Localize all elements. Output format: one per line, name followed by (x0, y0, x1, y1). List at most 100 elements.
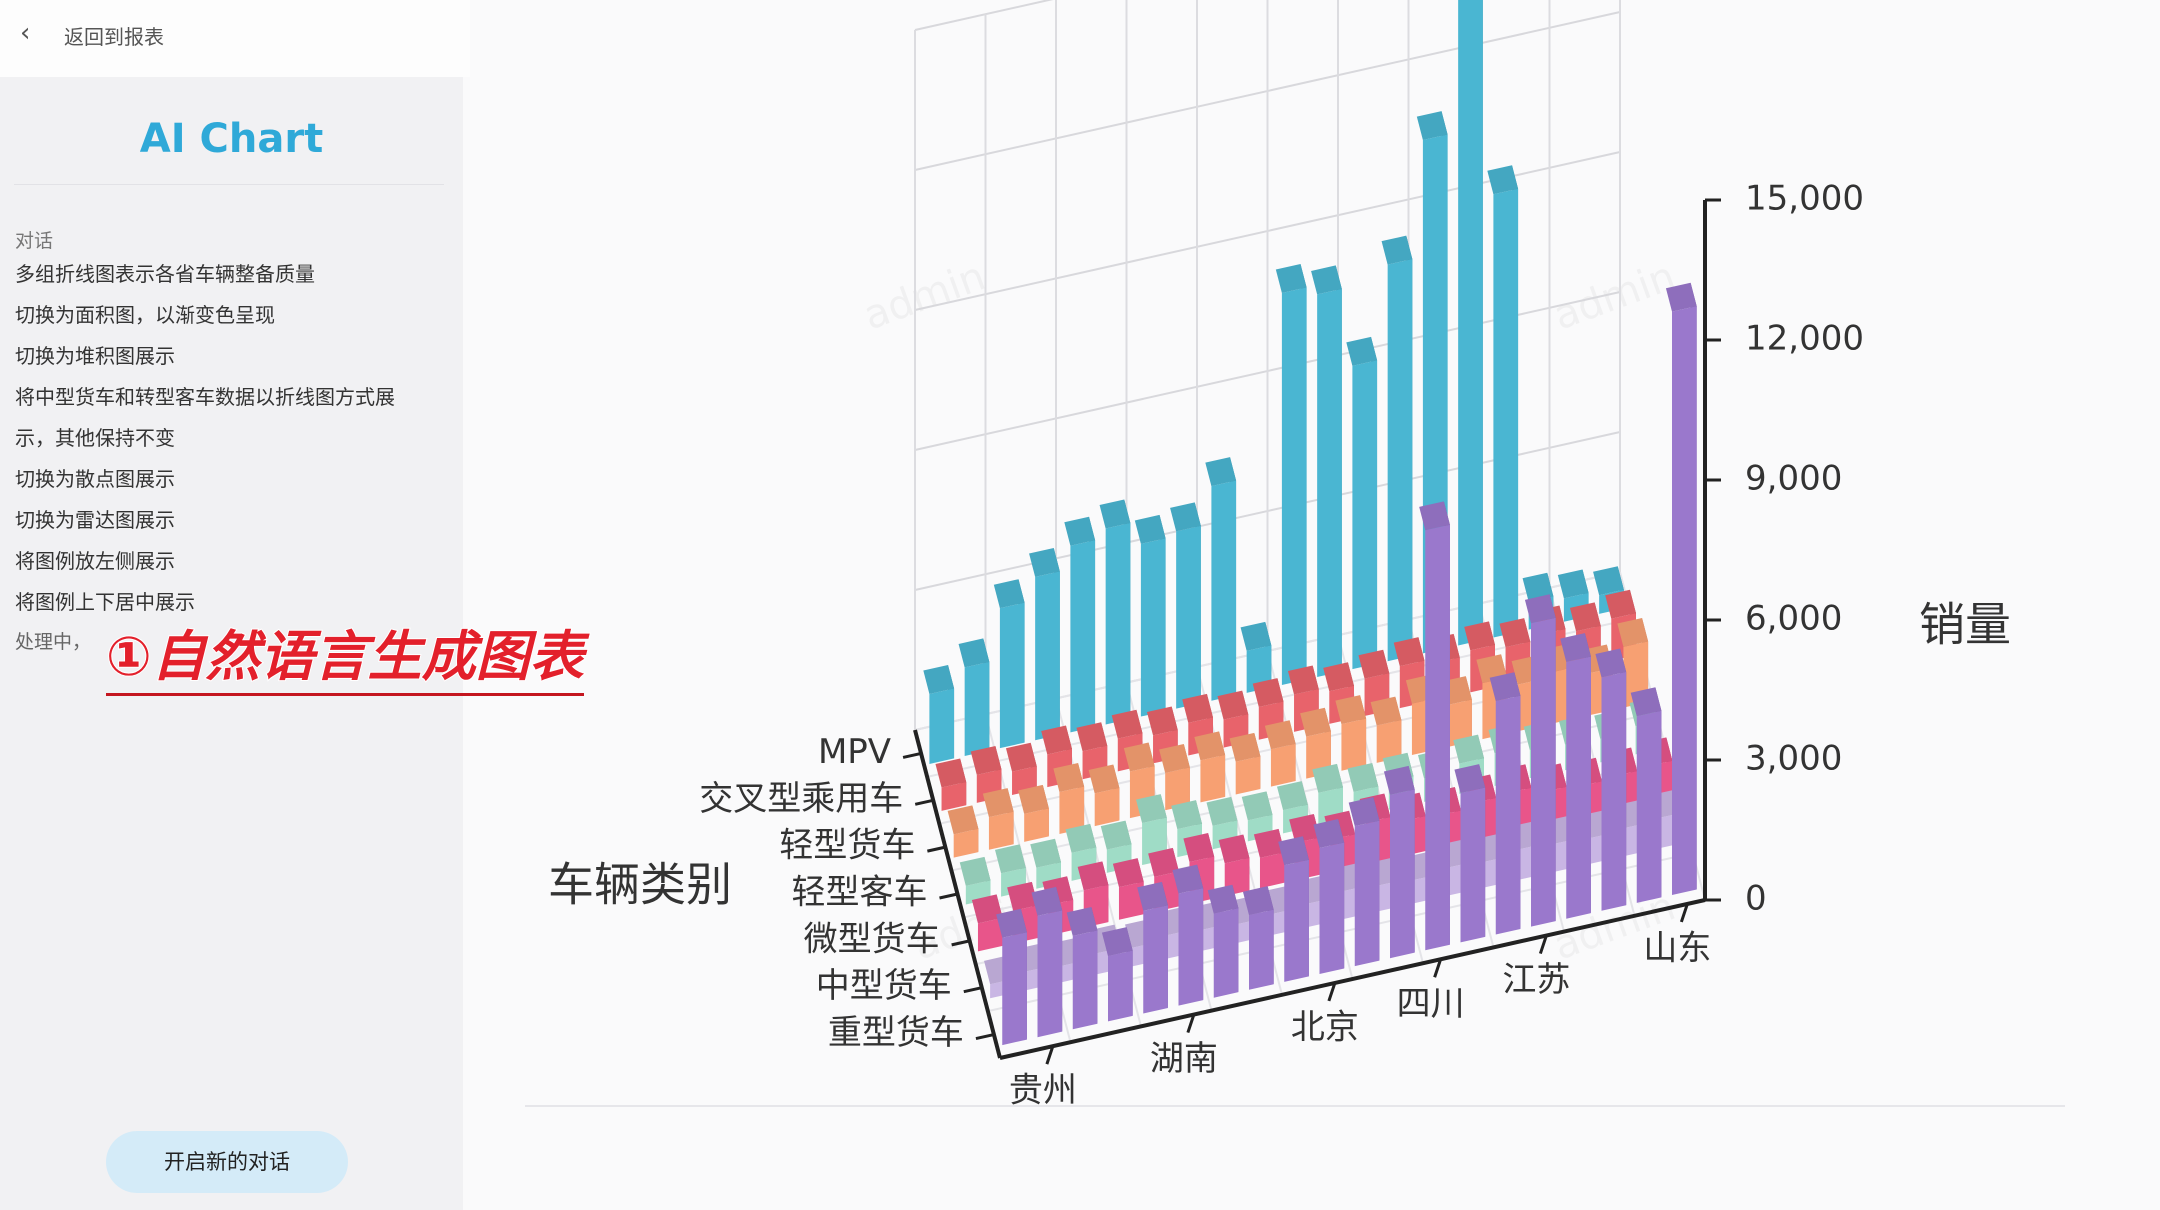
bar (923, 664, 955, 764)
bar-top (958, 638, 990, 668)
x-tick (1186, 1014, 1196, 1034)
bar (1595, 648, 1627, 911)
bar-top (1182, 693, 1213, 723)
bar-top (1229, 732, 1261, 762)
bar-front (1425, 524, 1450, 951)
bar (1029, 547, 1060, 741)
series-label: 重型货车 (828, 1013, 964, 1053)
bar (1489, 672, 1521, 935)
bar (1454, 764, 1486, 943)
depth-tick (902, 751, 922, 759)
back-link[interactable]: 返回到报表 (64, 25, 164, 49)
y-tick-label: 12,000 (1745, 319, 1864, 359)
bar-top (1630, 687, 1662, 717)
bar-front (1387, 259, 1413, 662)
bar-top (1253, 828, 1285, 858)
bar (1630, 687, 1662, 903)
y-tick-label: 6,000 (1745, 599, 1842, 639)
bar-front (1037, 910, 1063, 1038)
bar-top (1217, 690, 1249, 720)
bar-front (1165, 767, 1190, 811)
bar (1458, 0, 1483, 646)
bar-front (999, 602, 1025, 749)
bar-front (1317, 288, 1342, 678)
bar-top (1171, 800, 1202, 830)
bar-top (1194, 731, 1226, 761)
history-item[interactable]: 将图例上下居中展示 (15, 590, 195, 614)
bar-top (1005, 742, 1037, 772)
bar-top (1617, 617, 1649, 647)
x-tick (1433, 958, 1443, 978)
bar (1229, 732, 1261, 795)
series-label: 中型货车 (816, 966, 952, 1006)
history-item[interactable]: 切换为雷达图展示 (15, 508, 175, 532)
bar-front (977, 917, 1003, 952)
bar-front (1094, 787, 1120, 827)
bar-front (1072, 930, 1098, 1030)
bar-front (1672, 306, 1697, 896)
history-item[interactable]: 将图例放左侧展示 (15, 549, 175, 573)
bar-top (993, 579, 1025, 609)
bar-top (1041, 725, 1072, 755)
history-item[interactable]: 多组折线图表示各省车辆整备质量 (15, 262, 315, 286)
bar (1383, 765, 1415, 959)
bar-top (1206, 796, 1238, 826)
bar-top (1136, 794, 1167, 824)
bar-top (1605, 589, 1636, 619)
bar-front (1178, 888, 1204, 1006)
y-tick-label: 0 (1745, 879, 1767, 919)
bar (1560, 633, 1591, 919)
bar-top (1311, 265, 1342, 295)
series-label: 轻型货车 (779, 826, 915, 866)
bar-top (1489, 672, 1521, 702)
history-item[interactable]: 切换为堆积图展示 (15, 344, 175, 368)
bar (1524, 594, 1556, 927)
history-item[interactable]: 切换为散点图展示 (15, 467, 175, 491)
bar-top (1111, 709, 1143, 739)
bar-top (1205, 457, 1237, 487)
depth-tick (939, 892, 958, 900)
back-icon[interactable]: ‹ (20, 18, 31, 48)
bar (1487, 165, 1519, 638)
x-axis (999, 898, 1706, 1060)
series-label: 微型货车 (804, 919, 940, 959)
history-item[interactable]: 将中型货车和转型客车数据以折线图方式展示，其他保持不变 (15, 385, 395, 450)
bar-front (1493, 188, 1519, 638)
y-axis-label: 销量 (1919, 598, 2011, 652)
bar (1335, 695, 1367, 771)
annotation: ①自然语言生成图表 (105, 612, 585, 696)
bar-top (1053, 763, 1085, 792)
bar-top (935, 758, 967, 788)
bar-front (964, 661, 990, 757)
bar-top (1240, 621, 1272, 651)
bar-top (1031, 886, 1063, 916)
bar-front (1035, 571, 1060, 741)
bar-top (1148, 847, 1179, 877)
bar-front (1176, 525, 1201, 709)
bar-top (1218, 834, 1250, 864)
bar-front (953, 828, 979, 858)
bar (1370, 696, 1402, 763)
bar-front (1531, 617, 1556, 927)
bar (1346, 336, 1378, 670)
bar-front (1249, 909, 1274, 990)
bar-front (1105, 522, 1131, 725)
bar (1275, 263, 1307, 685)
bar-top (1076, 722, 1108, 752)
x-tick (1327, 982, 1337, 1002)
bar-top (1088, 764, 1120, 794)
bar-front (1447, 699, 1472, 748)
bar-front (1143, 905, 1168, 1014)
depth-tick (927, 845, 946, 853)
bar-top (1524, 594, 1556, 624)
bar-top (1099, 499, 1131, 529)
history-item[interactable]: 切换为面积图，以渐变色呈现 (15, 303, 275, 327)
new-chat-button[interactable]: 开启新的对话 (106, 1131, 348, 1193)
bar-front (1270, 743, 1296, 787)
bar (1665, 282, 1697, 896)
bar-top (995, 844, 1026, 874)
bar (996, 908, 1027, 1046)
depth-axis-label: 车辆类别 (548, 858, 732, 912)
bar-top (1134, 514, 1166, 544)
bar-front (1376, 720, 1402, 763)
